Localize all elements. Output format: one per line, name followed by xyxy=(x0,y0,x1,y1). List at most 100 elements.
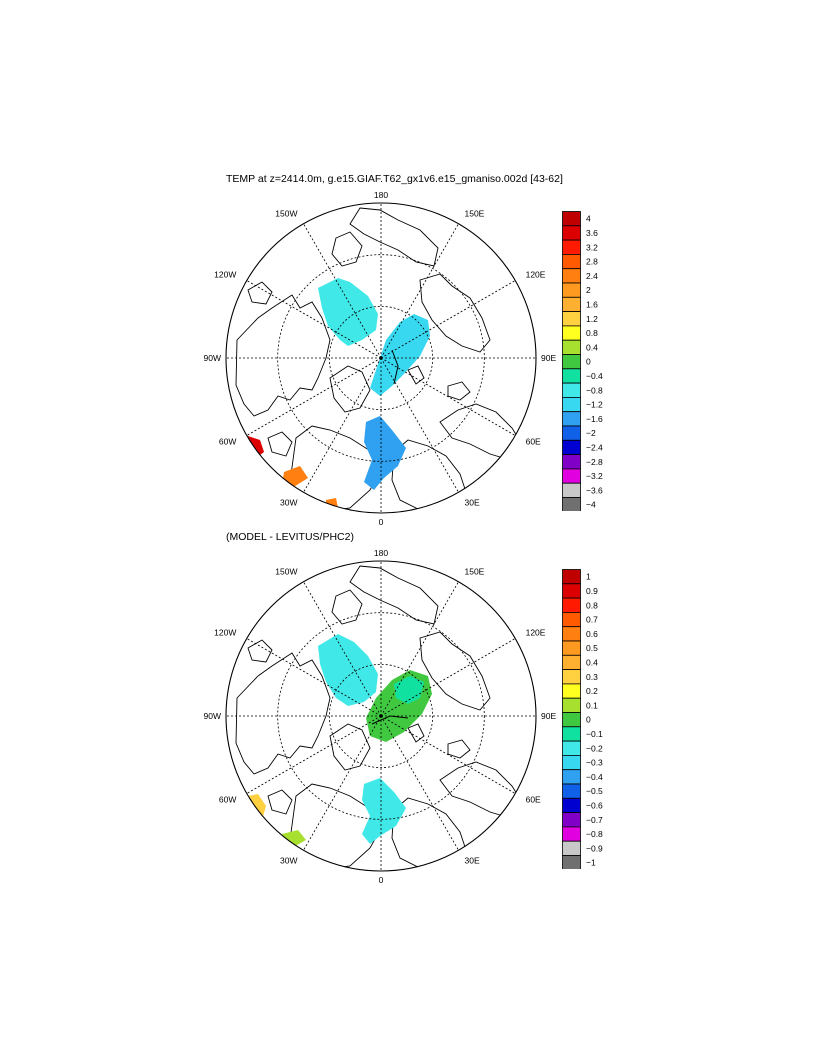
colorbar-swatch xyxy=(562,597,581,613)
colorbar-swatch xyxy=(562,239,581,255)
colorbar-swatch xyxy=(562,296,581,313)
colorbar-label: −0.1 xyxy=(586,729,603,739)
top-panel-title: TEMP at z=2414.0m, g.e15.GIAF.T62_gx1v6.… xyxy=(226,173,563,185)
longitude-label: 30W xyxy=(280,498,297,508)
colorbar-label: 0.8 xyxy=(586,328,598,338)
colorbar-label: −0.9 xyxy=(586,843,603,853)
longitude-label: 60W xyxy=(219,795,236,805)
colorbar-label: 0.5 xyxy=(586,643,598,653)
colorbar-label: −0.6 xyxy=(586,801,603,811)
colorbar-label: −1.6 xyxy=(586,414,603,424)
longitude-label: 90W xyxy=(204,353,221,363)
longitude-label: 60E xyxy=(526,795,541,805)
longitude-label: 150E xyxy=(465,566,485,576)
colorbar-swatch xyxy=(562,797,581,814)
colorbar-swatch xyxy=(562,840,581,856)
colorbar-swatch xyxy=(562,368,581,384)
longitude-label: 0 xyxy=(379,875,384,885)
colorbar-label: −0.7 xyxy=(586,815,603,825)
colorbar-swatch xyxy=(562,812,581,828)
colorbar-swatch xyxy=(562,468,581,484)
longitude-label: 150E xyxy=(465,208,485,218)
colorbar-label: −0.3 xyxy=(586,758,603,768)
colorbar-swatch xyxy=(562,612,581,628)
colorbar-swatch xyxy=(562,382,581,398)
colorbar-label: −2.8 xyxy=(586,457,603,467)
colorbar-swatch xyxy=(562,439,581,456)
longitude-label: 120W xyxy=(214,628,236,638)
colorbar-label: 3.6 xyxy=(586,228,598,238)
longitude-label: 120E xyxy=(526,628,546,638)
colorbar-label: −1 xyxy=(586,858,596,868)
colorbar-swatch xyxy=(562,254,581,270)
colorbar-label: −4 xyxy=(586,500,596,510)
colorbar-label: −1.2 xyxy=(586,400,603,410)
colorbar-swatch xyxy=(562,783,581,799)
colorbar-swatch xyxy=(562,497,581,511)
longitude-label: 180 xyxy=(374,548,388,558)
colorbar-swatch xyxy=(562,583,581,599)
colorbar-label: 0.1 xyxy=(586,700,598,710)
colorbar-label: −0.4 xyxy=(586,772,603,782)
longitude-label: 120E xyxy=(526,270,546,280)
colorbar-swatch xyxy=(562,425,581,441)
colorbar-swatch xyxy=(562,482,581,498)
colorbar-swatch xyxy=(562,826,581,842)
longitude-label: 90E xyxy=(541,711,556,721)
colorbar-label: 3.2 xyxy=(586,242,598,252)
colorbar-swatch xyxy=(562,626,581,642)
colorbar-swatch xyxy=(562,740,581,756)
colorbar-swatch xyxy=(562,325,581,341)
colorbar-label: −0.8 xyxy=(586,385,603,395)
longitude-label: 30E xyxy=(465,856,480,866)
colorbar-label: 0 xyxy=(586,357,591,367)
bottom-polar-map: 180 150E 120E 90E 60E 30E 0 30W 60W 90W 120W 150W xyxy=(204,548,557,885)
colorbar-swatch xyxy=(562,211,581,227)
longitude-label: 60E xyxy=(526,437,541,447)
colorbar-swatch xyxy=(562,855,581,869)
colorbar-label: 2.4 xyxy=(586,271,598,281)
top-colorbar: 4 3.6 3.2 2.8 2.4 2 1.6 1.2 0.8 0.4 0 −0.4 −0.8 −1.2 −… xyxy=(562,211,603,511)
colorbar-label: 0.8 xyxy=(586,600,598,610)
colorbar-swatch xyxy=(562,354,581,370)
longitude-label: 90W xyxy=(204,711,221,721)
colorbar-swatch xyxy=(562,396,581,413)
colorbar-swatch xyxy=(562,225,581,241)
colorbar-label: 0.7 xyxy=(586,615,598,625)
colorbar-label: −2 xyxy=(586,428,596,438)
colorbar-swatch xyxy=(562,569,581,585)
colorbar-label: 0.6 xyxy=(586,629,598,639)
colorbar-swatch xyxy=(562,454,581,470)
longitude-label: 150W xyxy=(275,208,297,218)
colorbar-swatch xyxy=(562,754,581,771)
colorbar-swatch xyxy=(562,268,581,284)
bottom-colorbar: 1 0.9 0.8 0.7 0.6 0.5 0.4 0.3 0.2 0.1 0 −0.1 −0.2 −0.… xyxy=(562,569,603,869)
colorbar-label: 2.8 xyxy=(586,257,598,267)
colorbar-label: 0.4 xyxy=(586,342,598,352)
longitude-label: 150W xyxy=(275,566,297,576)
colorbar-swatch xyxy=(562,683,581,699)
longitude-label: 180 xyxy=(374,190,388,200)
longitude-label: 90E xyxy=(541,353,556,363)
colorbar-label: 2 xyxy=(586,285,591,295)
colorbar-label: 4 xyxy=(586,214,591,224)
bottom-panel-title: (MODEL - LEVITUS/PHC2) xyxy=(226,531,354,543)
colorbar-label: −0.8 xyxy=(586,829,603,839)
colorbar-swatch xyxy=(562,669,581,685)
colorbar-label: −3.2 xyxy=(586,471,603,481)
colorbar-label: 0.9 xyxy=(586,586,598,596)
colorbar-swatch xyxy=(562,697,581,713)
colorbar-label: −0.5 xyxy=(586,786,603,796)
colorbar-label: 0 xyxy=(586,715,591,725)
longitude-label: 30E xyxy=(465,498,480,508)
colorbar-swatch xyxy=(562,411,581,427)
colorbar-label: −0.2 xyxy=(586,743,603,753)
colorbar-label: 0.3 xyxy=(586,672,598,682)
colorbar-swatch xyxy=(562,640,581,656)
colorbar-swatch xyxy=(562,339,581,355)
colorbar-label: 0.2 xyxy=(586,686,598,696)
colorbar-swatch xyxy=(562,712,581,728)
colorbar-swatch xyxy=(562,769,581,785)
longitude-label: 120W xyxy=(214,270,236,280)
colorbar-label: 1.6 xyxy=(586,300,598,310)
